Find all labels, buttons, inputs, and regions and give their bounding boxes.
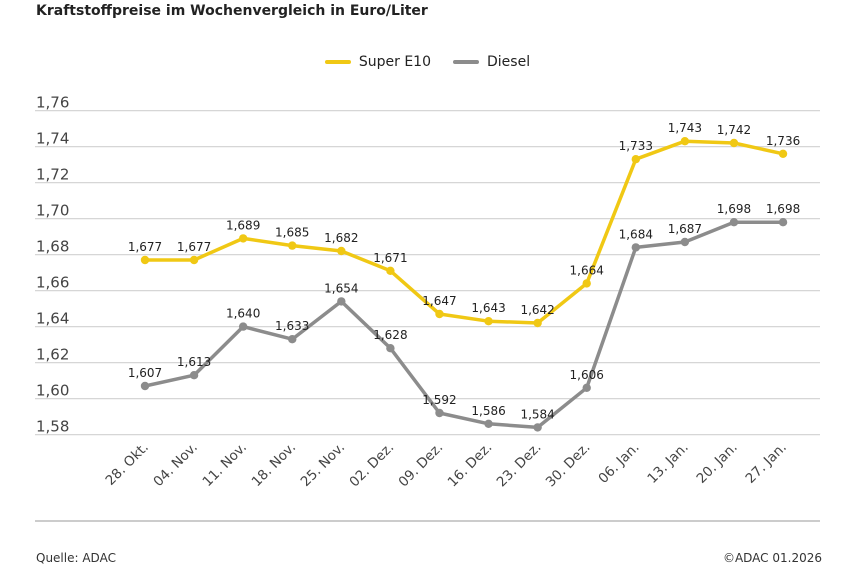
y-tick-label: 1,68 — [36, 238, 69, 256]
data-point — [386, 344, 395, 353]
data-point — [533, 423, 542, 432]
data-point — [189, 371, 199, 380]
data-label: 1,606 — [570, 368, 604, 382]
y-tick-label: 1,76 — [36, 94, 69, 112]
data-point — [288, 335, 297, 344]
x-tick-label: 20. Jan. — [694, 440, 741, 487]
x-tick-label: 23. Dez. — [494, 440, 545, 491]
legend-label-diesel: Diesel — [487, 54, 531, 70]
data-label: 1,698 — [717, 202, 751, 216]
data-label: 1,633 — [275, 319, 309, 333]
data-label: 1,664 — [570, 263, 604, 277]
x-tick-label: 06. Jan. — [595, 440, 642, 487]
legend-swatch-diesel — [453, 60, 480, 64]
data-point — [238, 322, 248, 331]
data-label: 1,647 — [422, 294, 456, 308]
data-point — [680, 137, 690, 146]
x-tick-label: 27. Jan. — [743, 440, 790, 487]
data-label: 1,584 — [520, 407, 554, 421]
data-label: 1,654 — [324, 281, 358, 295]
data-label: 1,607 — [128, 366, 162, 380]
data-point — [140, 255, 150, 265]
data-point — [680, 237, 690, 247]
source-note: Quelle: ADAC — [36, 551, 116, 565]
data-label: 1,687 — [668, 222, 702, 236]
legend: Super E10 Diesel — [0, 54, 855, 70]
data-label: 1,677 — [177, 240, 211, 254]
x-tick-label: 25. Nov. — [298, 440, 348, 490]
data-point — [582, 279, 591, 288]
data-point — [582, 383, 591, 392]
x-tick-label: 16. Dez. — [445, 440, 496, 491]
data-point — [435, 408, 444, 418]
data-label: 1,643 — [471, 301, 505, 315]
data-point — [533, 318, 542, 328]
data-point — [631, 155, 640, 164]
x-tick-label: 18. Nov. — [249, 440, 299, 490]
data-label: 1,685 — [275, 226, 309, 240]
data-point — [288, 241, 297, 250]
y-tick-label: 1,64 — [36, 310, 69, 328]
data-label: 1,684 — [619, 227, 653, 241]
data-label: 1,743 — [668, 121, 702, 135]
data-point — [337, 246, 346, 256]
data-label: 1,682 — [324, 231, 358, 245]
y-tick-label: 1,62 — [36, 346, 69, 364]
series-line-super-e10 — [145, 139, 784, 325]
data-point — [484, 317, 493, 326]
data-label: 1,671 — [373, 251, 407, 265]
data-label: 1,628 — [373, 328, 407, 342]
legend-item-diesel: Diesel — [453, 54, 530, 70]
data-point — [778, 218, 788, 227]
y-tick-label: 1,70 — [36, 202, 69, 220]
y-tick-label: 1,60 — [36, 382, 69, 400]
data-label: 1,742 — [717, 123, 751, 137]
x-tick-label: 04. Nov. — [150, 440, 200, 490]
data-label: 1,586 — [471, 404, 505, 418]
y-tick-label: 1,58 — [36, 418, 69, 436]
data-point — [631, 243, 640, 252]
data-point — [189, 255, 199, 265]
legend-label-super-e10: Super E10 — [358, 54, 432, 70]
y-tick-label: 1,74 — [36, 130, 69, 148]
data-point — [140, 381, 150, 391]
data-point — [337, 297, 346, 306]
data-label: 1,698 — [766, 202, 800, 216]
data-point — [729, 218, 739, 227]
x-tick-label: 28. Okt. — [102, 440, 151, 489]
data-point — [484, 419, 493, 428]
legend-swatch-super-e10 — [324, 60, 351, 64]
x-tick-label: 09. Dez. — [396, 440, 447, 491]
data-label: 1,642 — [520, 303, 554, 317]
x-tick-label: 02. Dez. — [346, 440, 397, 491]
x-tick-label: 11. Nov. — [200, 440, 250, 490]
data-point — [435, 309, 444, 319]
data-label: 1,640 — [226, 307, 260, 321]
data-label: 1,592 — [422, 393, 456, 407]
data-label: 1,689 — [226, 218, 260, 232]
data-label: 1,613 — [177, 355, 211, 369]
legend-item-super-e10: Super E10 — [324, 54, 432, 70]
data-point — [386, 266, 395, 275]
y-tick-label: 1,72 — [36, 166, 69, 184]
data-point — [778, 149, 788, 158]
x-tick-label: 30. Dez. — [543, 440, 594, 491]
data-label: 1,677 — [128, 240, 162, 254]
series-line-diesel — [144, 220, 784, 430]
y-tick-label: 1,66 — [36, 274, 69, 292]
data-point — [238, 234, 248, 243]
copyright-note: ©ADAC 01.2026 — [722, 551, 822, 565]
data-point — [729, 138, 739, 148]
data-label: 1,733 — [619, 139, 653, 153]
data-label: 1,736 — [766, 134, 800, 148]
chart-title: Kraftstoffpreise im Wochenvergleich in E… — [36, 3, 428, 19]
x-tick-label: 13. Jan. — [644, 440, 691, 487]
